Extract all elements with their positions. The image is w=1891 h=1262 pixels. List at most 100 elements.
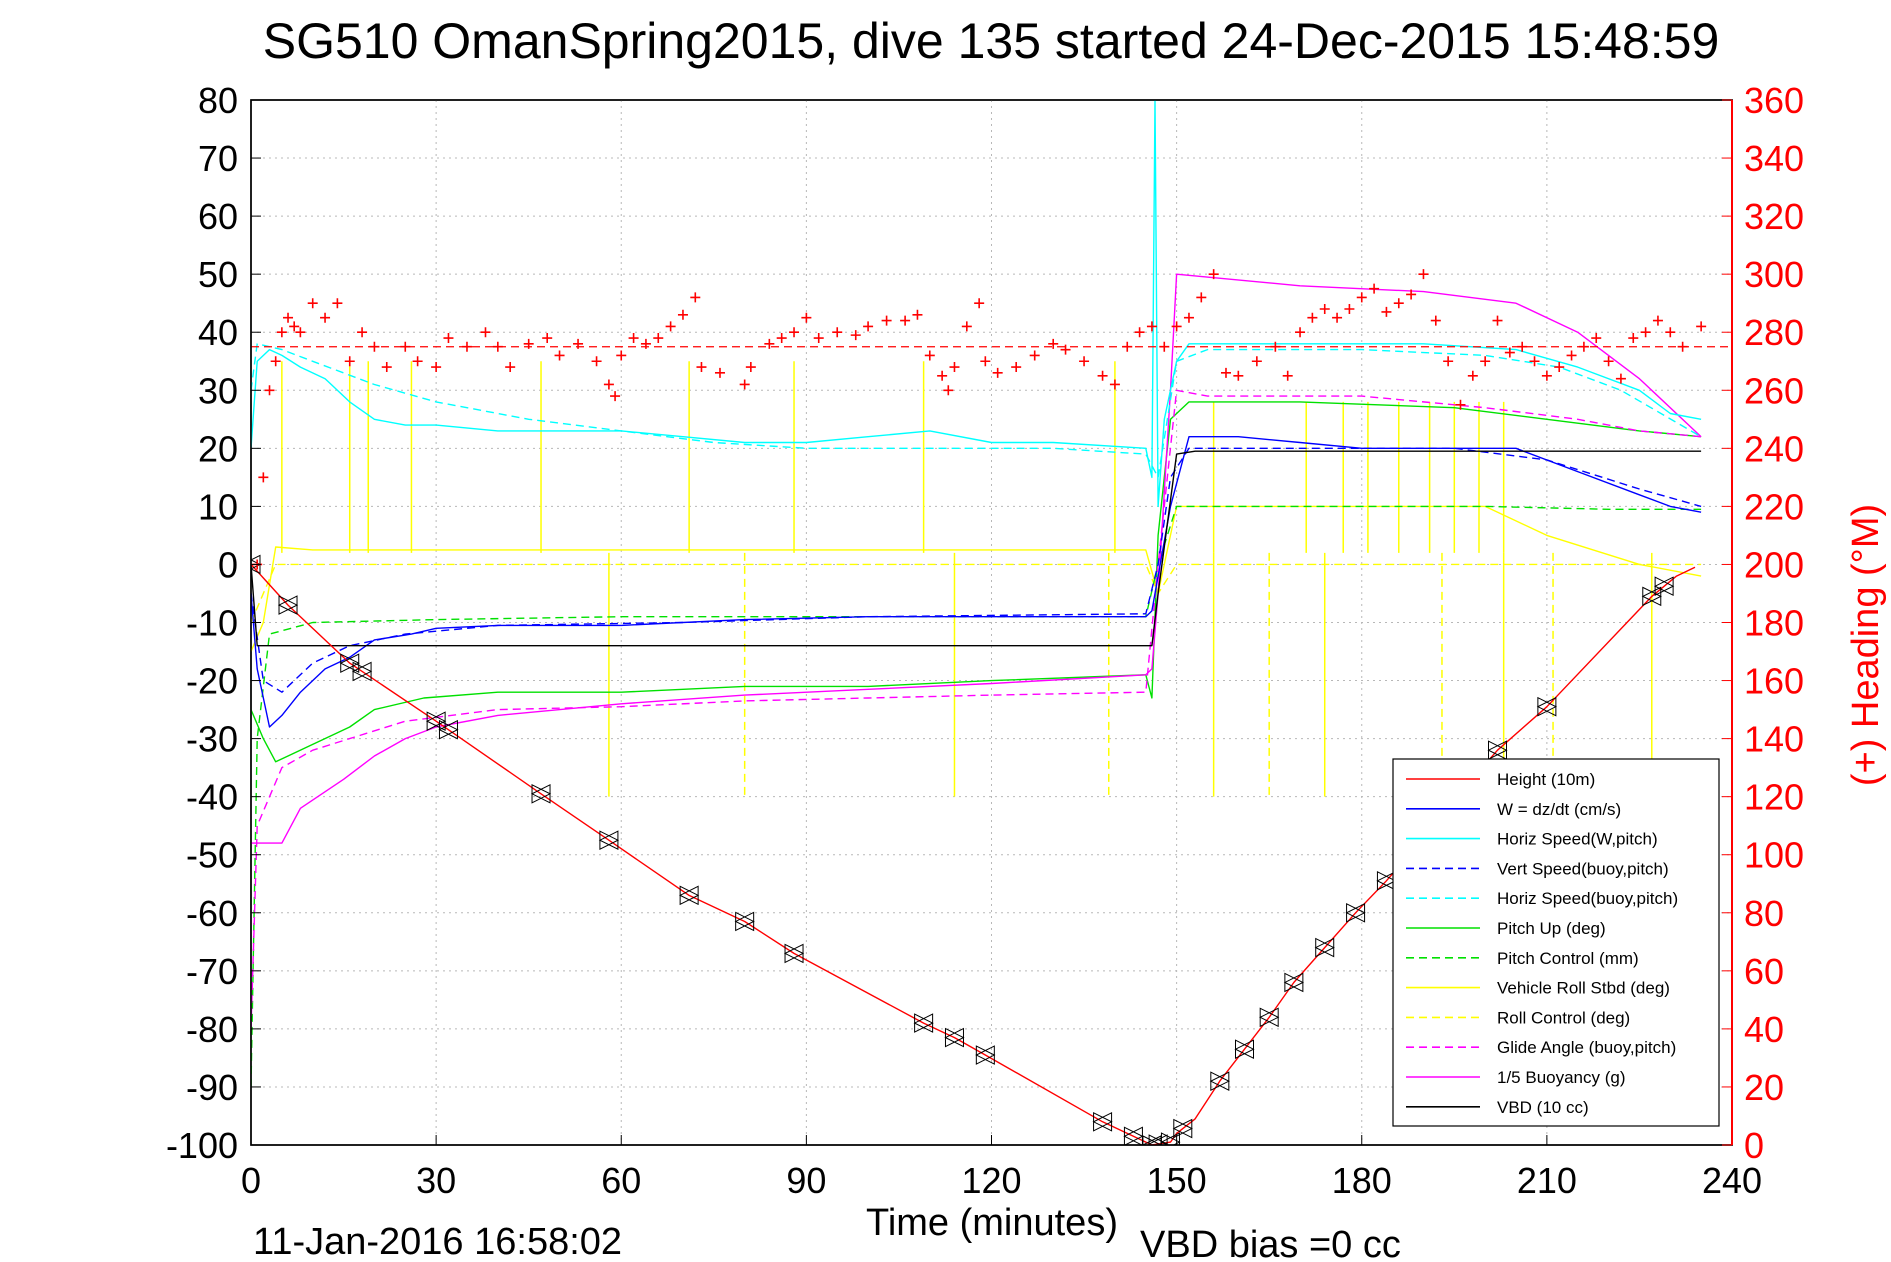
height-marker-left: [975, 1045, 995, 1065]
y-right-tick-label: 280: [1744, 312, 1804, 353]
heading-point: [937, 370, 948, 381]
y-right-tick-label: 240: [1744, 428, 1804, 469]
height-marker-left: [438, 719, 458, 740]
x-tick-label: 60: [601, 1160, 641, 1201]
heading-point: [714, 367, 725, 378]
y-right-tick-label: 300: [1744, 254, 1804, 295]
heading-point: [1554, 362, 1565, 373]
legend-label: Height (10m): [1497, 770, 1595, 789]
heading-point: [264, 385, 275, 396]
x-tick-label: 120: [961, 1160, 1021, 1201]
heading-point: [863, 321, 874, 332]
heading-point: [542, 333, 553, 344]
height-marker-left: [1123, 1126, 1143, 1145]
height-marker-left: [1147, 1134, 1168, 1145]
height-marker-left: [1283, 972, 1304, 993]
heading-point: [573, 338, 584, 349]
heading-point: [1344, 304, 1355, 314]
y-tick-label: -40: [186, 777, 238, 818]
y-tick-label: 70: [198, 138, 238, 179]
heading-point: [690, 292, 701, 303]
heading-point: [1665, 327, 1676, 338]
heading-point: [1109, 379, 1120, 390]
heading-point: [776, 333, 787, 344]
height-marker-left: [1234, 1039, 1255, 1060]
heading-point: [850, 330, 861, 341]
y-tick-label: 0: [218, 544, 238, 585]
heading-point: [283, 312, 294, 323]
x-tick-label: 210: [1517, 1160, 1577, 1201]
legend-label: VBD (10 cc): [1497, 1098, 1589, 1117]
heading-point: [1134, 327, 1145, 338]
y-tick-label: -20: [186, 661, 238, 702]
y-tick-label: 80: [198, 80, 238, 121]
heading-point: [1295, 327, 1306, 338]
heading-point: [270, 356, 281, 367]
heading-point: [1332, 312, 1343, 323]
y-right-tick-label: 40: [1744, 1009, 1784, 1050]
legend-label: 1/5 Buoyancy (g): [1497, 1068, 1626, 1087]
legend-label: Pitch Up (deg): [1497, 919, 1606, 938]
heading-point: [591, 356, 602, 367]
heading-point: [1048, 338, 1059, 349]
series-glide-angle: [251, 389, 1702, 1029]
heading-point: [505, 362, 516, 373]
legend-label: Roll Control (deg): [1497, 1008, 1630, 1027]
y-tick-label: 40: [198, 312, 238, 353]
series-vbd: [251, 450, 1702, 647]
heading-point: [344, 356, 355, 367]
heading-point: [1183, 312, 1194, 323]
series-pitch-control: [251, 505, 1702, 1087]
heading-point: [1097, 370, 1108, 381]
y-right-tick-label: 80: [1744, 893, 1784, 934]
heading-point: [1677, 341, 1688, 352]
heading-point: [665, 321, 676, 332]
y-right-tick-label: 60: [1744, 951, 1784, 992]
heading-point: [1356, 292, 1367, 303]
heading-point: [628, 333, 639, 344]
series-buoyancy: [251, 273, 1702, 844]
heading-point: [357, 327, 368, 338]
heading-point: [1591, 333, 1602, 344]
y-tick-label: -100: [166, 1125, 238, 1166]
heading-point: [745, 362, 756, 373]
heading-point: [1319, 304, 1330, 314]
height-marker-left: [1654, 576, 1674, 597]
heading-point: [1146, 321, 1157, 332]
heading-point: [1381, 306, 1392, 317]
height-marker-left: [1209, 1071, 1230, 1091]
y-tick-label: -70: [186, 951, 238, 992]
heading-point: [1159, 341, 1170, 352]
right-axis-label: (+) Heading (°M): [1845, 504, 1887, 786]
heading-point: [1011, 362, 1022, 373]
heading-point: [949, 362, 960, 373]
heading-point: [369, 341, 380, 352]
heading-point: [1628, 333, 1639, 344]
x-tick-label: 150: [1147, 1160, 1207, 1201]
height-marker-left: [530, 783, 551, 804]
heading-point: [1393, 298, 1404, 309]
heading-point: [412, 356, 423, 367]
series-pitch-up: [251, 401, 1702, 763]
heading-point: [1406, 289, 1417, 300]
height-marker-left: [1160, 1132, 1180, 1145]
heading-point: [789, 327, 800, 338]
heading-point: [523, 338, 534, 349]
heading-point: [1504, 347, 1515, 358]
x-tick-label: 240: [1702, 1160, 1762, 1201]
height-marker-left: [1314, 937, 1335, 958]
y-right-tick-label: 20: [1744, 1067, 1784, 1108]
height-marker-left: [944, 1027, 964, 1048]
grid-lines: [251, 100, 1732, 1145]
heading-point: [307, 298, 318, 309]
heading-point: [881, 315, 892, 326]
heading-point: [1270, 341, 1281, 352]
heading-point: [1480, 356, 1491, 367]
footer-date: 11-Jan-2016 16:58:02: [253, 1221, 622, 1262]
series-horiz-speed-buoy: [251, 343, 1702, 479]
legend-label: Glide Angle (buoy,pitch): [1497, 1038, 1676, 1057]
heading-point: [1122, 341, 1133, 352]
heading-point: [332, 298, 343, 309]
series-w-dzdt: [251, 436, 1702, 728]
heading-point: [1640, 327, 1651, 338]
